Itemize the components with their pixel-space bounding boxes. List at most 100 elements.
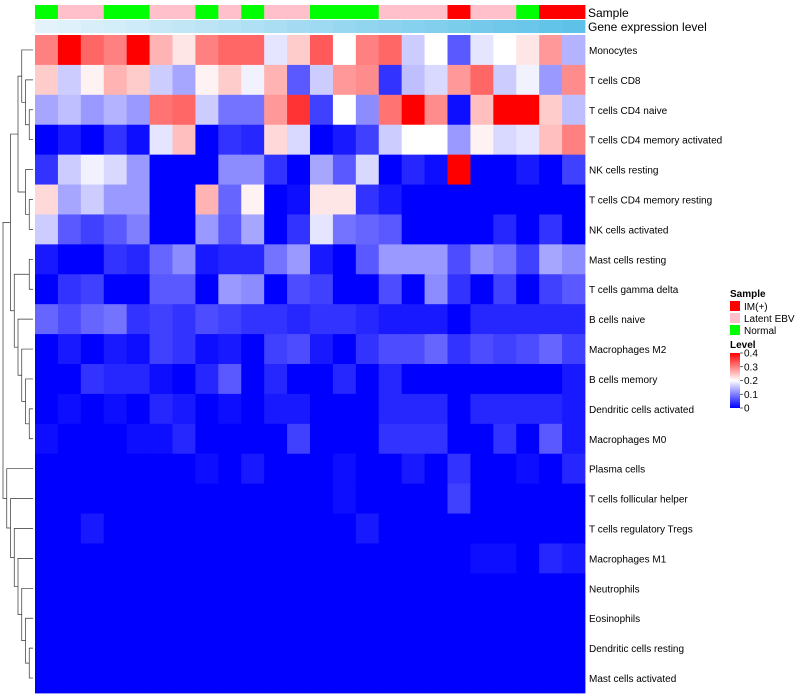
heatmap-cell [332, 603, 357, 634]
heatmap-cell [287, 453, 311, 485]
dendrogram-branch [13, 273, 30, 348]
heatmap-cell [172, 274, 196, 305]
heatmap-cell [218, 35, 242, 66]
heatmap-cell [172, 334, 196, 365]
heatmap-cell [287, 393, 311, 425]
heatmap-cell [241, 124, 265, 156]
gene-expression-cell [424, 20, 448, 33]
sample-annotation-cell [287, 5, 311, 19]
heatmap-cell [378, 423, 403, 455]
heatmap-cell [401, 184, 425, 215]
heatmap-cell [355, 244, 380, 275]
heatmap-cell [218, 633, 242, 664]
heatmap-cell [172, 64, 196, 96]
heatmap-cell [126, 35, 150, 66]
sample-annotation-cell [447, 5, 471, 19]
heatmap-cell [355, 483, 380, 514]
heatmap-cell [562, 304, 586, 335]
heatmap-cell [470, 453, 494, 485]
heatmap-cell [310, 453, 334, 485]
heatmap-cell [195, 543, 219, 574]
sample-annotation-cell [264, 5, 288, 19]
heatmap-cell [355, 543, 380, 574]
dendrogram-branch [17, 558, 33, 615]
row-label: Dendritic cells activated [589, 405, 694, 416]
heatmap-cell [80, 663, 105, 694]
row-label: Dendritic cells resting [589, 644, 684, 655]
heatmap-cell [424, 603, 448, 634]
heatmap-cell [80, 124, 105, 156]
heatmap-cell [35, 543, 59, 574]
heatmap-cell [195, 184, 219, 215]
heatmap-cell [80, 364, 105, 395]
heatmap-cell [195, 453, 219, 485]
gene-expression-cell [126, 20, 150, 33]
heatmap-cell [424, 633, 448, 664]
heatmap-cell [493, 513, 517, 544]
heatmap-cell [103, 124, 128, 156]
heatmap-cell [562, 603, 586, 634]
heatmap-cell [310, 663, 334, 694]
heatmap-cell [516, 94, 540, 126]
heatmap-cell [126, 94, 150, 126]
heatmap-cell [562, 64, 586, 96]
heatmap-cell [149, 214, 173, 245]
heatmap-cell [493, 184, 517, 215]
gene-expression-cell [447, 20, 471, 33]
heatmap-cell [310, 214, 334, 245]
heatmap-cell [424, 483, 448, 514]
heatmap-cell [332, 423, 357, 455]
heatmap-cell [447, 124, 471, 156]
heatmap-cell [424, 244, 448, 275]
heatmap-cell [126, 214, 150, 245]
heatmap-cell [241, 393, 265, 425]
heatmap-cell [401, 633, 425, 664]
heatmap-cell [401, 334, 425, 365]
heatmap-cell [562, 393, 586, 425]
row-label: Macrophages M1 [589, 554, 667, 565]
row-label: Eosinophils [589, 614, 640, 625]
heatmap-cell [332, 64, 357, 96]
heatmap-cell [332, 663, 357, 694]
heatmap-cell [539, 244, 563, 275]
heatmap-cell [149, 393, 173, 425]
dendrogram-branch [13, 528, 33, 587]
heatmap-cell [80, 573, 105, 604]
sample-annotation-cell [401, 5, 425, 19]
heatmap-cell [195, 154, 219, 185]
heatmap-cell [218, 663, 242, 694]
heatmap-cell [287, 214, 311, 245]
heatmap-cell [126, 453, 150, 485]
heatmap-cell [287, 334, 311, 365]
level-tick-label: 0.1 [744, 390, 758, 401]
heatmap-cell [172, 364, 196, 395]
heatmap-cell [539, 35, 563, 66]
heatmap-cell [149, 184, 173, 215]
heatmap-cell [80, 423, 105, 455]
heatmap-cell [149, 274, 173, 305]
heatmap-cell [264, 304, 288, 335]
heatmap-cell [126, 483, 150, 514]
heatmap-cell [57, 663, 82, 694]
row-label: Mast cells activated [589, 674, 676, 685]
heatmap-cell [447, 184, 471, 215]
heatmap-cell [57, 35, 82, 66]
sample-legend: Sample IM(+) Latent EBV Normal [730, 289, 795, 337]
heatmap-cell [57, 423, 82, 455]
heatmap-cell [424, 663, 448, 694]
heatmap-cell [218, 393, 242, 425]
heatmap-cell [103, 483, 128, 514]
heatmap-cell [149, 35, 173, 66]
heatmap-cell [241, 573, 265, 604]
row-label: Mast cells resting [589, 255, 666, 266]
heatmap-cell [218, 244, 242, 275]
heatmap-cell [470, 393, 494, 425]
heatmap-cell [264, 64, 288, 96]
heatmap-cell [172, 393, 196, 425]
heatmap-cell [57, 274, 82, 305]
heatmap-cell [287, 35, 311, 66]
heatmap-cell [424, 364, 448, 395]
heatmap-cell [80, 244, 105, 275]
heatmap-cell [241, 603, 265, 634]
